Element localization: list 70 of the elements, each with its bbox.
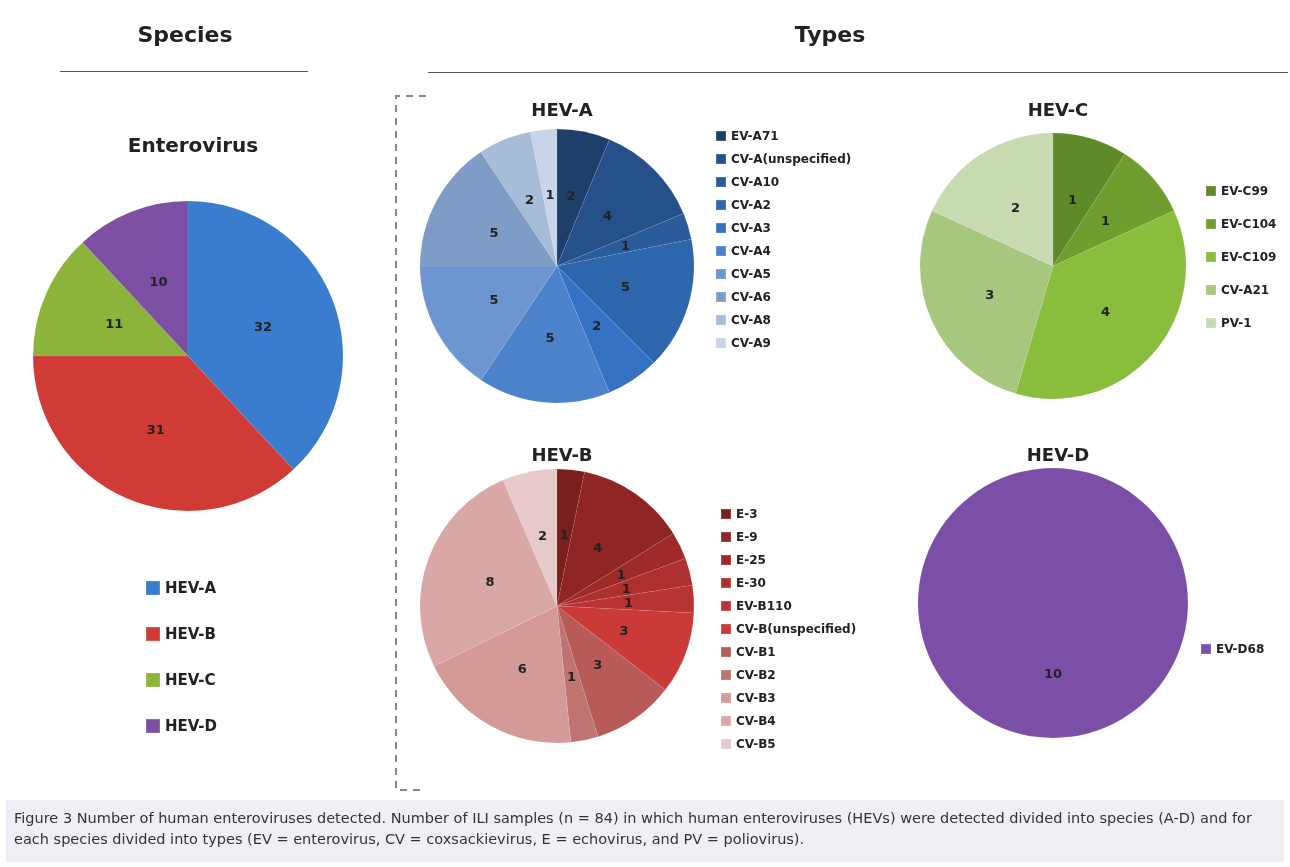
legend-label: CV-A(unspecified) — [731, 152, 852, 166]
data-label: 4 — [603, 207, 613, 223]
chart-title: HEV-B — [531, 443, 593, 465]
data-label: 5 — [620, 279, 630, 295]
legend-label: EV-C99 — [1221, 184, 1269, 198]
legend-label: E-30 — [736, 576, 766, 590]
data-label: 1 — [566, 668, 576, 684]
legend-label: CV-B5 — [736, 737, 776, 751]
data-label: 5 — [489, 292, 499, 308]
data-label: 10 — [1043, 666, 1063, 681]
data-label: 1 — [559, 527, 569, 543]
legend-label: E-3 — [736, 507, 758, 521]
legend-label: EV-C104 — [1221, 217, 1277, 231]
legend-label: EV-C109 — [1221, 250, 1277, 264]
legend-label: CV-A10 — [731, 175, 780, 189]
legend-label: EV-A71 — [731, 129, 779, 143]
legend-label: CV-A4 — [731, 244, 771, 258]
legend-label: CV-B3 — [736, 691, 776, 705]
chart-title: Enterovirus — [127, 133, 259, 157]
legend-label: CV-A6 — [731, 290, 771, 304]
data-label: 11 — [105, 316, 124, 332]
data-label: 2 — [592, 317, 602, 333]
data-label: 5 — [545, 329, 555, 345]
data-label: 1 — [1101, 212, 1111, 228]
legend-label: HEV-A — [165, 579, 217, 597]
data-label: 1 — [1068, 191, 1078, 207]
legend-label: E-25 — [736, 553, 766, 567]
data-label: 2 — [538, 528, 548, 544]
data-label: 1 — [545, 187, 555, 203]
data-label: 31 — [146, 422, 165, 438]
legend-label: EV-B110 — [736, 599, 792, 613]
legend-label: CV-A21 — [1221, 283, 1270, 297]
data-label: 1 — [621, 580, 631, 596]
data-label: 1 — [623, 594, 633, 610]
data-label: 8 — [485, 573, 495, 589]
chart-title: HEV-A — [531, 98, 593, 120]
legend-label: CV-A2 — [731, 198, 771, 212]
legend-label: HEV-B — [165, 625, 216, 643]
data-label: 4 — [1101, 304, 1111, 320]
legend-label: EV-D68 — [1216, 642, 1265, 656]
legend-label: CV-B(unspecified) — [736, 622, 857, 636]
legend-label: CV-B1 — [736, 645, 776, 659]
data-label: 1 — [616, 567, 626, 583]
legend-label: CV-A9 — [731, 336, 771, 350]
legend-label: CV-A5 — [731, 267, 771, 281]
legend-label: HEV-D — [165, 717, 217, 735]
legend-label: CV-A8 — [731, 313, 771, 327]
data-label: 5 — [489, 224, 499, 240]
legend-label: PV-1 — [1221, 316, 1252, 330]
legend-label: HEV-C — [165, 671, 216, 689]
data-label: 1 — [620, 237, 630, 253]
legend-label: CV-B2 — [736, 668, 776, 682]
text: Species — [136, 22, 234, 47]
data-label: 4 — [593, 539, 603, 555]
data-label: 2 — [1010, 200, 1020, 216]
data-label: 2 — [525, 192, 535, 208]
data-label: 6 — [517, 661, 527, 677]
legend-label: CV-A3 — [731, 221, 771, 235]
data-label: 3 — [593, 657, 603, 673]
caption: Figure 3 Number of human enteroviruses detected. Number of ILI samples (n = 84) in which human enteroviruses (HEVs) were detected divided into species (A-D) and for each species divided into types (EV = enterovirus, CV = coxsackievirus, E = echovirus, and PV = poliovirus). — [6, 800, 1284, 862]
chart-title: HEV-D — [1026, 443, 1090, 465]
data-label: 2 — [566, 188, 576, 204]
legend-label: E-9 — [736, 530, 758, 544]
chart-title: HEV-C — [1027, 98, 1089, 120]
data-label: 32 — [253, 319, 272, 335]
legend-label: CV-B4 — [736, 714, 776, 728]
data-label: 3 — [985, 287, 995, 303]
text: Types — [793, 22, 867, 47]
data-label: 3 — [619, 623, 629, 639]
data-label: 10 — [149, 273, 168, 289]
